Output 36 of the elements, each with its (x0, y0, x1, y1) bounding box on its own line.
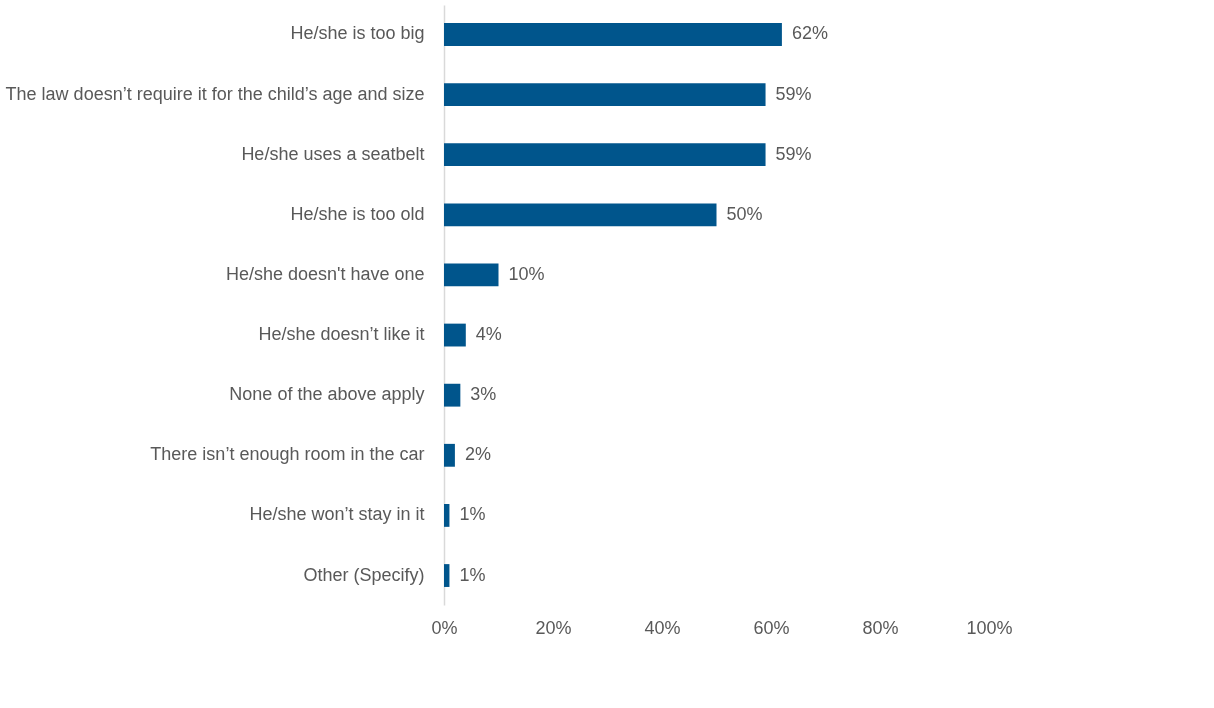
bar (444, 323, 466, 347)
bar (444, 564, 450, 587)
data-label: 3% (470, 384, 497, 405)
data-label: 4% (475, 324, 502, 345)
x-tick-label: 80% (862, 617, 899, 638)
bar (444, 83, 766, 106)
bar (444, 23, 782, 46)
data-label: 1% (459, 564, 486, 585)
x-tick-label: 100% (966, 617, 1013, 638)
data-label: 50% (726, 203, 763, 224)
bar (444, 263, 499, 287)
bar (444, 143, 766, 167)
data-label: 2% (464, 444, 491, 465)
data-label: 59% (775, 143, 812, 164)
data-label: 59% (775, 83, 812, 104)
y-tick-label: He/she doesn’t like it (258, 324, 425, 345)
x-tick-label: 40% (644, 617, 681, 638)
x-tick-label: 20% (535, 617, 572, 638)
bar (444, 203, 717, 227)
y-tick-label: He/she uses a seatbelt (241, 143, 425, 164)
data-label: 10% (508, 263, 545, 284)
data-label: 1% (459, 504, 486, 525)
y-tick-label: The law doesn’t require it for the child’s age and size (5, 83, 425, 104)
bar (444, 443, 455, 467)
x-tick-label: 0% (431, 617, 458, 638)
bar (444, 383, 461, 407)
data-label: 62% (791, 23, 828, 44)
y-tick-label: There isn’t enough room in the car (150, 444, 425, 465)
y-tick-label: He/she doesn't have one (225, 263, 425, 284)
y-tick-label: Other (Specify) (303, 564, 425, 585)
y-tick-label: He/she is too old (290, 203, 425, 224)
y-tick-label: He/she won’t stay in it (249, 504, 425, 525)
y-tick-label: None of the above apply (229, 384, 425, 405)
x-tick-label: 60% (753, 617, 790, 638)
bar (444, 504, 450, 527)
y-tick-label: He/she is too big (290, 23, 425, 44)
